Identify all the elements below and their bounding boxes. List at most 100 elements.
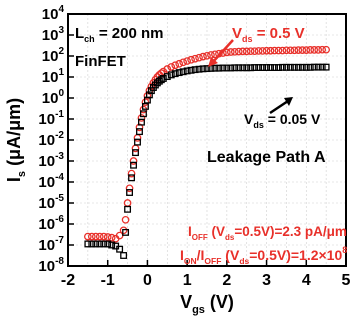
- vds-high-point: [135, 123, 144, 132]
- vds-low-point: [120, 252, 128, 259]
- vds-low-point: [136, 128, 143, 136]
- vds-high-point: [103, 233, 112, 241]
- vds-high-point: [298, 46, 307, 54]
- vds-high-point: [84, 232, 92, 241]
- vds-high-point: [179, 58, 188, 67]
- vds-high-point: [250, 47, 259, 56]
- vds-high-point: [230, 47, 239, 56]
- vds-low-arrowhead: [284, 97, 293, 106]
- vds-low-point: [286, 63, 294, 71]
- vds-high-point: [310, 46, 319, 54]
- vds-low-point: [88, 240, 96, 248]
- vds-low-point: [199, 65, 207, 73]
- y-tick-label: 10-4: [38, 172, 64, 191]
- vds-low-point: [279, 63, 286, 71]
- vds-high-point: [322, 45, 330, 54]
- y-tick-label: 100: [42, 88, 65, 107]
- vds-high-point: [175, 59, 184, 68]
- vds-high-point: [282, 46, 291, 55]
- vds-low-point: [126, 189, 134, 196]
- vds-low-point: [271, 64, 278, 71]
- y-tick-label: 10-8: [38, 256, 64, 275]
- vds-high-point: [125, 184, 134, 193]
- vds-high-point: [306, 46, 315, 54]
- vds-low-point: [302, 63, 310, 71]
- vds-high-point: [119, 226, 128, 235]
- vds-low-point: [134, 138, 141, 146]
- vds-low-point: [215, 64, 223, 72]
- vds-low-point: [171, 70, 179, 78]
- vds-low-point: [163, 73, 171, 81]
- y-axis-label: Is (μA/μm): [4, 98, 28, 182]
- x-axis-label: Vgs (V): [180, 292, 234, 316]
- on-off-ratio-label: ION/IOFF (Vds=0.5V)=1.2×108: [180, 245, 347, 266]
- vds-high-arrowhead: [208, 57, 218, 67]
- vds-high-point: [242, 47, 251, 56]
- vds-low-point: [203, 65, 211, 73]
- vds-high-point: [302, 46, 311, 54]
- vds-high-point: [163, 65, 172, 73]
- y-axis-ticks: 10-8 10-7 10-6 10-5 10-4 10-3 10-2 10-1 100 101 10…: [38, 4, 74, 275]
- x-tick-label: -2: [61, 272, 75, 289]
- vds-low-point: [235, 64, 243, 72]
- vds-high-point: [171, 61, 180, 70]
- vds-high-point: [234, 47, 243, 56]
- vds-high-point: [195, 53, 203, 62]
- y-tick-label: 10-1: [38, 109, 64, 128]
- vds-low-point: [179, 68, 187, 76]
- vds-high-label: Vds = 0.5 V: [232, 25, 305, 44]
- vds-low-point: [124, 205, 132, 213]
- vds-low-point: [116, 245, 124, 253]
- vds-high-point: [254, 47, 263, 55]
- vds-low-label: Vds = 0.05 V: [244, 111, 321, 130]
- vds-high-point: [91, 232, 100, 241]
- vds-low-point: [227, 64, 235, 72]
- vds-high-point: [127, 169, 136, 178]
- vds-high-point: [183, 57, 191, 65]
- vds-low-point: [141, 102, 149, 110]
- vds-high-point: [226, 48, 235, 56]
- vds-low-point: [314, 63, 322, 71]
- y-tick-label: 101: [42, 67, 65, 86]
- vds-high-point: [223, 48, 231, 57]
- x-tick-label: -1: [101, 272, 115, 289]
- vds-low-point: [239, 64, 247, 72]
- vds-low-point: [108, 241, 116, 249]
- vds-low-point: [96, 240, 104, 248]
- series-vds-0p05: [84, 63, 330, 259]
- vds-low-point: [132, 149, 139, 157]
- ioff-label: IOFF (Vds=0.5V)=2.3 pA/μm: [188, 224, 347, 242]
- vds-high-point: [294, 46, 303, 54]
- vds-low-point: [247, 64, 255, 72]
- vds-low-point: [138, 118, 145, 126]
- vds-high-point: [107, 233, 116, 242]
- vds-low-point: [282, 63, 290, 71]
- vds-low-point: [231, 64, 239, 72]
- vds-low-point: [306, 63, 314, 71]
- vds-low-point: [187, 66, 195, 74]
- vds-high-point: [129, 157, 138, 165]
- vds-low-point: [140, 110, 147, 118]
- vds-low-point: [251, 64, 259, 71]
- device-label: FinFET: [75, 53, 126, 70]
- vds-low-point: [130, 161, 137, 169]
- vds-high-arrow: [211, 39, 234, 64]
- vds-low-point: [263, 64, 271, 71]
- grid-lines: [67, 13, 347, 267]
- vds-high-point: [137, 114, 146, 122]
- vds-low-point: [128, 174, 135, 182]
- vds-low-point: [151, 81, 159, 89]
- vds-low-point: [122, 228, 130, 236]
- vds-low-point: [322, 63, 330, 71]
- vds-low-point: [145, 91, 153, 99]
- vds-low-point: [211, 64, 219, 72]
- x-tick-label: 0: [143, 272, 152, 289]
- vds-low-point: [294, 63, 302, 71]
- vds-high-point: [203, 51, 211, 60]
- annotations: Vgs (V) Is (μA/μm) Lch = 200 nm FinFET Vds =…: [4, 25, 347, 316]
- vds-low-point: [191, 66, 199, 74]
- vds-low-point: [104, 240, 112, 248]
- y-tick-label: 104: [42, 4, 65, 23]
- vds-high-point: [258, 47, 267, 55]
